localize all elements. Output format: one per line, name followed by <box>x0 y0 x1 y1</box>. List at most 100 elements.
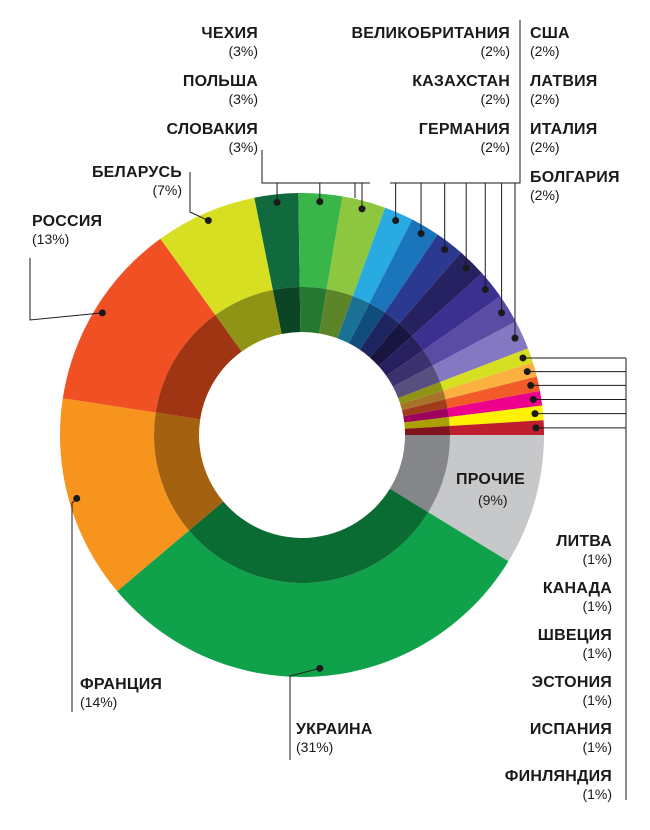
label-name: ФРАНЦИЯ <box>80 676 163 693</box>
slice-outer-7 <box>352 207 413 304</box>
label-others: ПРОЧИЕ (9%) <box>456 472 525 508</box>
label-france: ФРАНЦИЯ (14%) <box>80 676 163 710</box>
label-spain: ИСПАНИЯ (1%) <box>530 722 612 755</box>
label-percent: (2%) <box>480 139 510 155</box>
slice-inner-4 <box>272 287 301 335</box>
leader-line <box>390 20 521 184</box>
label-finland: ФИНЛЯНДИЯ (1%) <box>504 768 612 802</box>
slice-inner-10 <box>369 323 413 367</box>
label-name: ЛАТВИЯ <box>530 73 598 90</box>
slice-inner-0 <box>188 488 429 583</box>
label-belarus: БЕЛАРУСЬ (7%) <box>91 164 182 198</box>
leader-line <box>29 258 103 321</box>
label-name: ФИНЛЯНДИЯ <box>504 768 612 785</box>
leader-line <box>71 498 78 712</box>
leader-dot <box>204 217 212 225</box>
slice-outer-15 <box>443 362 537 400</box>
label-name: США <box>530 25 570 42</box>
slice-inner-17 <box>403 408 449 423</box>
label-percent: (1%) <box>582 739 612 755</box>
leader-dot <box>529 395 537 403</box>
slice-outer-6 <box>326 196 386 297</box>
leader-dot <box>316 198 324 206</box>
label-russia: РОССИЯ (13%) <box>32 214 102 247</box>
label-sweden: ШВЕЦИЯ (1%) <box>537 627 612 661</box>
slice-outer-17 <box>447 390 543 417</box>
label-percent: (1%) <box>582 692 612 708</box>
slice-inner-6 <box>319 289 353 339</box>
label-percent: (2%) <box>530 43 560 59</box>
label-kazakhstan: КАЗАХСТАН (2%) <box>412 74 510 107</box>
slice-inner-9 <box>359 312 400 358</box>
label-name: ШВЕЦИЯ <box>537 627 612 644</box>
slice-outer-4 <box>254 193 300 290</box>
slice-inner-11 <box>378 336 424 376</box>
slice-inner-1 <box>153 412 224 531</box>
label-germany: ГЕРМАНИЯ (2%) <box>418 121 510 155</box>
slice-outer-0 <box>117 512 509 677</box>
label-lithuania: ЛИТВА (1%) <box>556 533 612 567</box>
slice-outer-5 <box>298 193 343 290</box>
label-percent: (3%) <box>228 139 258 155</box>
label-percent: (2%) <box>530 91 560 107</box>
slice-outer-13 <box>432 321 528 383</box>
label-name: ЛИТВА <box>556 533 612 550</box>
slice-inner-12 <box>386 350 433 387</box>
leader-dot <box>316 664 324 672</box>
slice-inner-18 <box>404 416 450 429</box>
label-name: БЕЛАРУСЬ <box>91 164 182 181</box>
label-percent: (14%) <box>80 694 118 710</box>
slice-inner-19 <box>404 425 450 435</box>
label-percent: (1%) <box>582 786 612 802</box>
label-canada: КАНАДА (1%) <box>542 580 612 614</box>
slice-inner-16 <box>401 399 448 417</box>
slice-inner-2 <box>155 315 242 420</box>
slice-outer-19 <box>449 420 544 435</box>
leader-line <box>189 172 209 222</box>
label-percent: (1%) <box>582 645 612 661</box>
label-czechia: ЧЕХИЯ (3%) <box>201 25 258 59</box>
slice-outer-2 <box>62 238 216 413</box>
label-uk: ВЕЛИКОБРИТАНИЯ (2%) <box>351 26 510 59</box>
slice-inner-14 <box>398 382 444 405</box>
label-name: ЧЕХИЯ <box>201 25 258 42</box>
label-italy: ИТАЛИЯ (2%) <box>530 122 597 155</box>
label-percent: (2%) <box>480 91 510 107</box>
leader-dot <box>73 494 81 502</box>
label-percent: (2%) <box>480 43 510 59</box>
label-name: КАНАДА <box>542 580 612 597</box>
leader-line <box>289 667 320 760</box>
label-name: БОЛГАРИЯ <box>530 169 620 186</box>
label-percent: (1%) <box>582 598 612 614</box>
label-poland: ПОЛЬША (3%) <box>183 74 258 107</box>
slice-outer-12 <box>423 296 516 366</box>
leader-dot <box>532 424 540 432</box>
label-name: ГЕРМАНИЯ <box>418 121 510 138</box>
label-bulgaria: БОЛГАРИЯ (2%) <box>530 169 620 203</box>
slice-outer-16 <box>445 376 540 409</box>
slice-inner-15 <box>400 390 446 411</box>
label-name: УКРАИНА <box>296 721 373 738</box>
leader-dot <box>527 381 535 389</box>
slice-inner-3 <box>215 289 282 352</box>
slice-inner-20 <box>389 435 450 513</box>
label-usa: США (2%) <box>530 25 570 59</box>
label-percent: (3%) <box>228 91 258 107</box>
slice-outer-9 <box>384 234 461 324</box>
label-ukraine: УКРАИНА (31%) <box>296 721 373 755</box>
slice-inner-8 <box>348 303 385 350</box>
label-percent: (7%) <box>152 182 182 198</box>
label-percent: (31%) <box>296 739 334 755</box>
label-name: ЭСТОНИЯ <box>531 674 612 691</box>
label-percent: (1%) <box>582 551 612 567</box>
slice-outer-14 <box>440 348 533 391</box>
label-estonia: ЭСТОНИЯ (1%) <box>531 674 612 708</box>
leader-dot <box>358 205 366 213</box>
label-name: СЛОВАКИЯ <box>166 121 258 138</box>
leader-line <box>354 182 362 198</box>
label-percent: (2%) <box>530 187 560 203</box>
label-latvia: ЛАТВИЯ (2%) <box>530 73 598 107</box>
label-slovakia: СЛОВАКИЯ (3%) <box>166 121 258 155</box>
slice-inner-5 <box>299 287 327 334</box>
